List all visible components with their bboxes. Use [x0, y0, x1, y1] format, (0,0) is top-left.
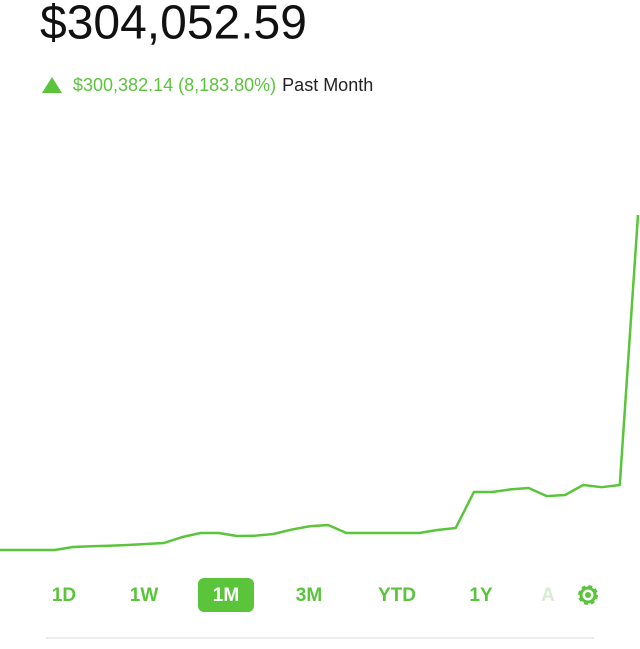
range-tab[interactable]: 1Y: [469, 585, 493, 606]
settings-icon[interactable]: [578, 585, 598, 605]
price-line: [0, 214, 640, 552]
chart: [0, 214, 640, 552]
range-tab[interactable]: 1M: [213, 585, 239, 606]
range-tabs: 1D 1W 1M 3M YTD 1Y A: [52, 578, 555, 612]
change: $300,382.14 (8,183.80%): [73, 75, 276, 95]
portfolio-value: $304,052.59: [40, 0, 307, 50]
range-tab[interactable]: 1W: [130, 585, 159, 606]
range-tab[interactable]: 1D: [52, 585, 76, 606]
range-tab[interactable]: A: [541, 585, 555, 606]
period: Past Month: [282, 75, 373, 95]
up-arrow: [42, 77, 62, 93]
range-tab[interactable]: 3M: [296, 585, 322, 606]
tab-selected-bg: [198, 578, 254, 612]
range-tab[interactable]: YTD: [378, 585, 416, 606]
